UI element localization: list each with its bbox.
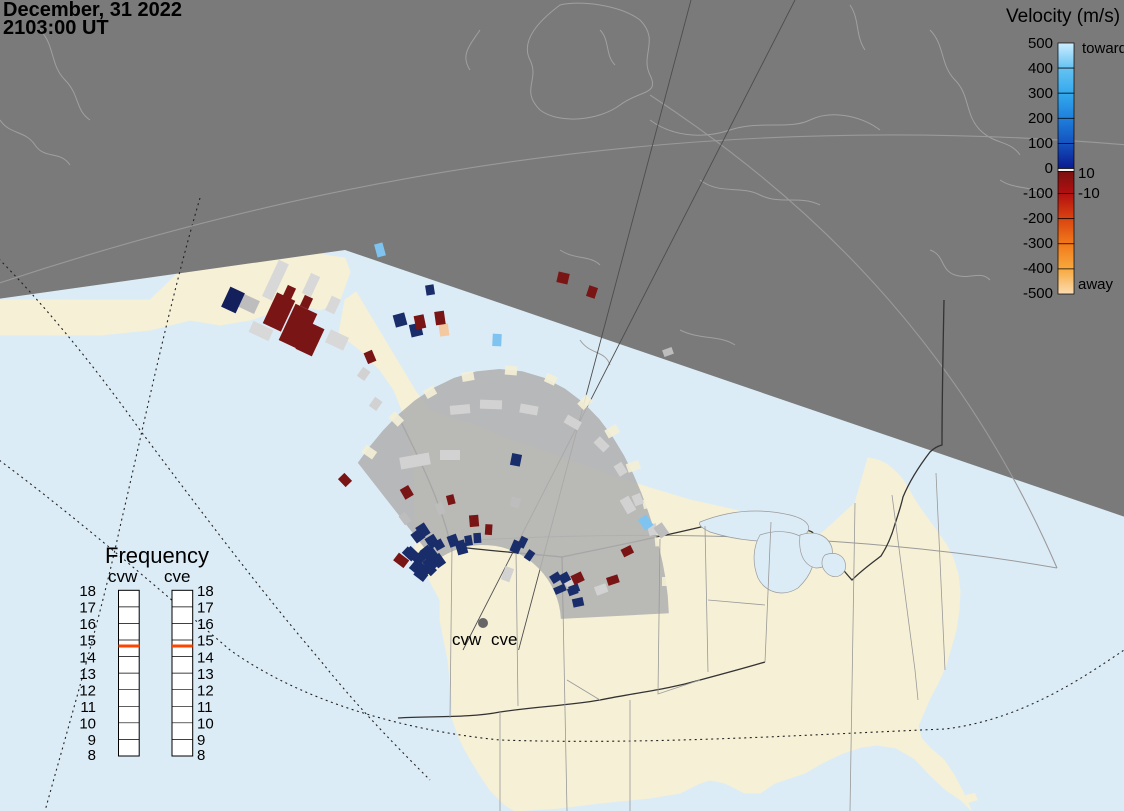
svg-text:cve: cve xyxy=(491,630,517,649)
svg-text:cve: cve xyxy=(164,567,190,586)
svg-text:15: 15 xyxy=(197,633,214,650)
svg-text:12: 12 xyxy=(79,682,96,699)
svg-text:10: 10 xyxy=(79,716,96,733)
svg-text:18: 18 xyxy=(197,583,214,600)
svg-text:away: away xyxy=(1078,276,1114,293)
svg-text:8: 8 xyxy=(88,747,96,764)
svg-text:-200: -200 xyxy=(1023,210,1053,227)
svg-text:-500: -500 xyxy=(1023,285,1053,302)
svg-text:300: 300 xyxy=(1028,85,1053,102)
svg-text:13: 13 xyxy=(197,666,214,683)
svg-text:cvw: cvw xyxy=(108,567,138,586)
svg-text:11: 11 xyxy=(80,699,96,716)
svg-text:14: 14 xyxy=(79,649,96,666)
svg-text:17: 17 xyxy=(79,600,96,617)
svg-text:16: 16 xyxy=(197,616,214,633)
svg-text:100: 100 xyxy=(1028,135,1053,152)
svg-text:15: 15 xyxy=(79,633,96,650)
svg-text:200: 200 xyxy=(1028,110,1053,127)
svg-text:14: 14 xyxy=(197,649,214,666)
svg-text:toward: toward xyxy=(1082,40,1124,57)
svg-text:10: 10 xyxy=(197,716,214,733)
svg-text:-10: -10 xyxy=(1078,185,1100,202)
svg-text:17: 17 xyxy=(197,600,214,617)
svg-text:18: 18 xyxy=(79,583,96,600)
svg-text:11: 11 xyxy=(197,699,213,716)
svg-text:16: 16 xyxy=(79,616,96,633)
svg-text:0: 0 xyxy=(1045,160,1053,177)
svg-text:cvw: cvw xyxy=(452,630,482,649)
svg-text:500: 500 xyxy=(1028,35,1053,52)
svg-text:-400: -400 xyxy=(1023,260,1053,277)
svg-text:12: 12 xyxy=(197,682,214,699)
svg-text:2103:00 UT: 2103:00 UT xyxy=(3,17,109,39)
svg-text:8: 8 xyxy=(197,747,205,764)
svg-text:Velocity (m/s): Velocity (m/s) xyxy=(1006,6,1120,27)
svg-text:Frequency: Frequency xyxy=(105,543,209,568)
svg-text:-300: -300 xyxy=(1023,235,1053,252)
svg-text:10: 10 xyxy=(1078,165,1095,182)
svg-text:13: 13 xyxy=(79,666,96,683)
svg-text:-100: -100 xyxy=(1023,185,1053,202)
svg-text:400: 400 xyxy=(1028,60,1053,77)
